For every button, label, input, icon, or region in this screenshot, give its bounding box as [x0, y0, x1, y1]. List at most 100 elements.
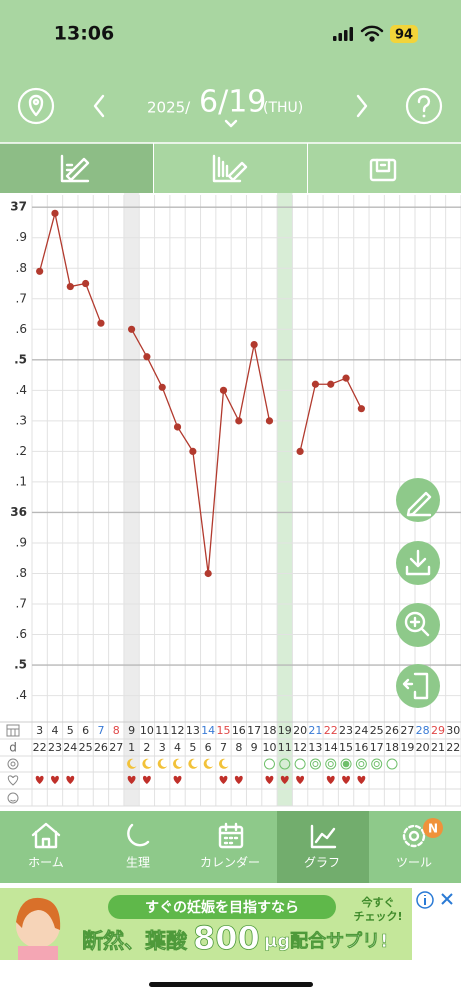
cycle-day: 4: [174, 741, 181, 754]
day-rows: d 32242352462572682791102113124135146157…: [0, 721, 461, 807]
date-label: 5: [67, 724, 74, 737]
calendar-icon: [6, 724, 20, 737]
y-tick-label: .9: [16, 230, 27, 244]
temperature-point: [66, 282, 74, 291]
edit-button[interactable]: [396, 478, 440, 522]
help-button[interactable]: [405, 87, 443, 125]
y-tick-label: .4: [16, 383, 27, 397]
fertility-icon: [371, 758, 383, 770]
nav-label[interactable]: グラフ: [304, 856, 340, 870]
fertility-icon: [312, 761, 319, 767]
fertility-icon: [294, 758, 306, 770]
wifi: [360, 25, 384, 42]
y-tick-label: 37: [10, 200, 27, 214]
badge: [423, 818, 443, 838]
tab[interactable]: [154, 143, 307, 193]
date-label: 27: [400, 724, 414, 737]
temperature-point: [311, 380, 320, 388]
cycle-day: 22: [33, 741, 47, 754]
header-year: 2025/: [147, 99, 191, 117]
nav-label[interactable]: ホーム: [28, 856, 64, 870]
download-button[interactable]: [396, 541, 440, 585]
temperature-point: [158, 383, 166, 391]
fertility-icon: [342, 760, 350, 768]
cycle-day: 14: [324, 741, 338, 754]
cycle-day: 11: [278, 741, 292, 754]
cycle-day-label: d: [9, 741, 17, 755]
cycle-day: 8: [235, 741, 242, 754]
cycle-day: 23: [48, 741, 62, 754]
date-label: 17: [247, 724, 261, 737]
temperature-point: [36, 267, 44, 275]
y-tick-label: .3: [16, 413, 27, 427]
temperature-point: [97, 319, 105, 327]
date-label: 4: [51, 724, 58, 737]
date-picker[interactable]: [224, 119, 238, 128]
temperature-point: [296, 447, 304, 455]
date-label: 7: [97, 724, 104, 737]
date-label: 15: [217, 724, 231, 737]
y-tick-label: .9: [16, 535, 27, 549]
location-button[interactable]: [17, 87, 55, 125]
temperature-point: [235, 417, 243, 425]
period-start-column: [123, 193, 140, 806]
cycle-day: 2: [143, 741, 150, 754]
ad-main: μg配合サプリ!: [264, 930, 388, 952]
cycle-day: 6: [205, 741, 212, 754]
next-day[interactable]: [356, 94, 368, 118]
ad-info[interactable]: [416, 891, 434, 909]
nav-label[interactable]: カレンダー: [200, 855, 260, 870]
tab[interactable]: [308, 143, 461, 193]
cycle-day: 26: [94, 741, 108, 754]
temperature-point: [127, 325, 136, 333]
cycle-day: 22: [446, 741, 460, 754]
temperature-point: [357, 405, 365, 413]
y-tick-label: .5: [14, 352, 27, 366]
date-label: 25: [370, 724, 384, 737]
header-weekday: (THU): [263, 100, 303, 116]
date-label: 22: [324, 724, 338, 737]
y-tick-label: .6: [16, 322, 27, 336]
temperature-point: [173, 423, 182, 431]
date-label: 26: [385, 724, 399, 737]
temperature-point: [143, 353, 151, 361]
cycle-day: 20: [416, 741, 430, 754]
battery: [390, 25, 418, 43]
date-label: 24: [354, 724, 368, 737]
cycle-day: 25: [79, 741, 93, 754]
ad-cta: 今すぐ: [362, 895, 395, 909]
fertility-icon: [263, 758, 275, 770]
date-label: 3: [36, 724, 43, 737]
y-tick-label: .2: [16, 444, 27, 458]
ad-character: [16, 897, 61, 960]
date-label: 28: [416, 724, 430, 737]
ad-pill: [108, 895, 336, 919]
signal: [333, 27, 353, 41]
ad-controls: [412, 888, 461, 960]
exit-button[interactable]: [396, 664, 440, 708]
prev-day[interactable]: [93, 94, 105, 118]
face-icon: [7, 792, 19, 804]
date-label: 29: [431, 724, 445, 737]
date-label: 10: [140, 724, 154, 737]
temperature-point: [51, 209, 59, 217]
temperature-point: [189, 447, 197, 455]
heart-icon: [7, 775, 19, 786]
ad-close[interactable]: [441, 893, 453, 905]
cycle-day: 24: [63, 741, 77, 754]
date-label: 14: [201, 724, 215, 737]
fertility-icon: [355, 758, 367, 770]
cycle-day: 18: [385, 741, 399, 754]
cycle-day: 12: [293, 741, 307, 754]
zoom-button[interactable]: [396, 603, 440, 647]
fertility-icon: [373, 761, 380, 767]
header-bg: [0, 0, 461, 143]
nav-label[interactable]: ツール: [396, 856, 432, 870]
temperature-point: [82, 279, 90, 288]
y-tick-label: .8: [16, 566, 27, 580]
temperature-point: [265, 417, 274, 425]
nav-label[interactable]: 生理: [126, 856, 150, 870]
temperature-point: [327, 380, 335, 388]
